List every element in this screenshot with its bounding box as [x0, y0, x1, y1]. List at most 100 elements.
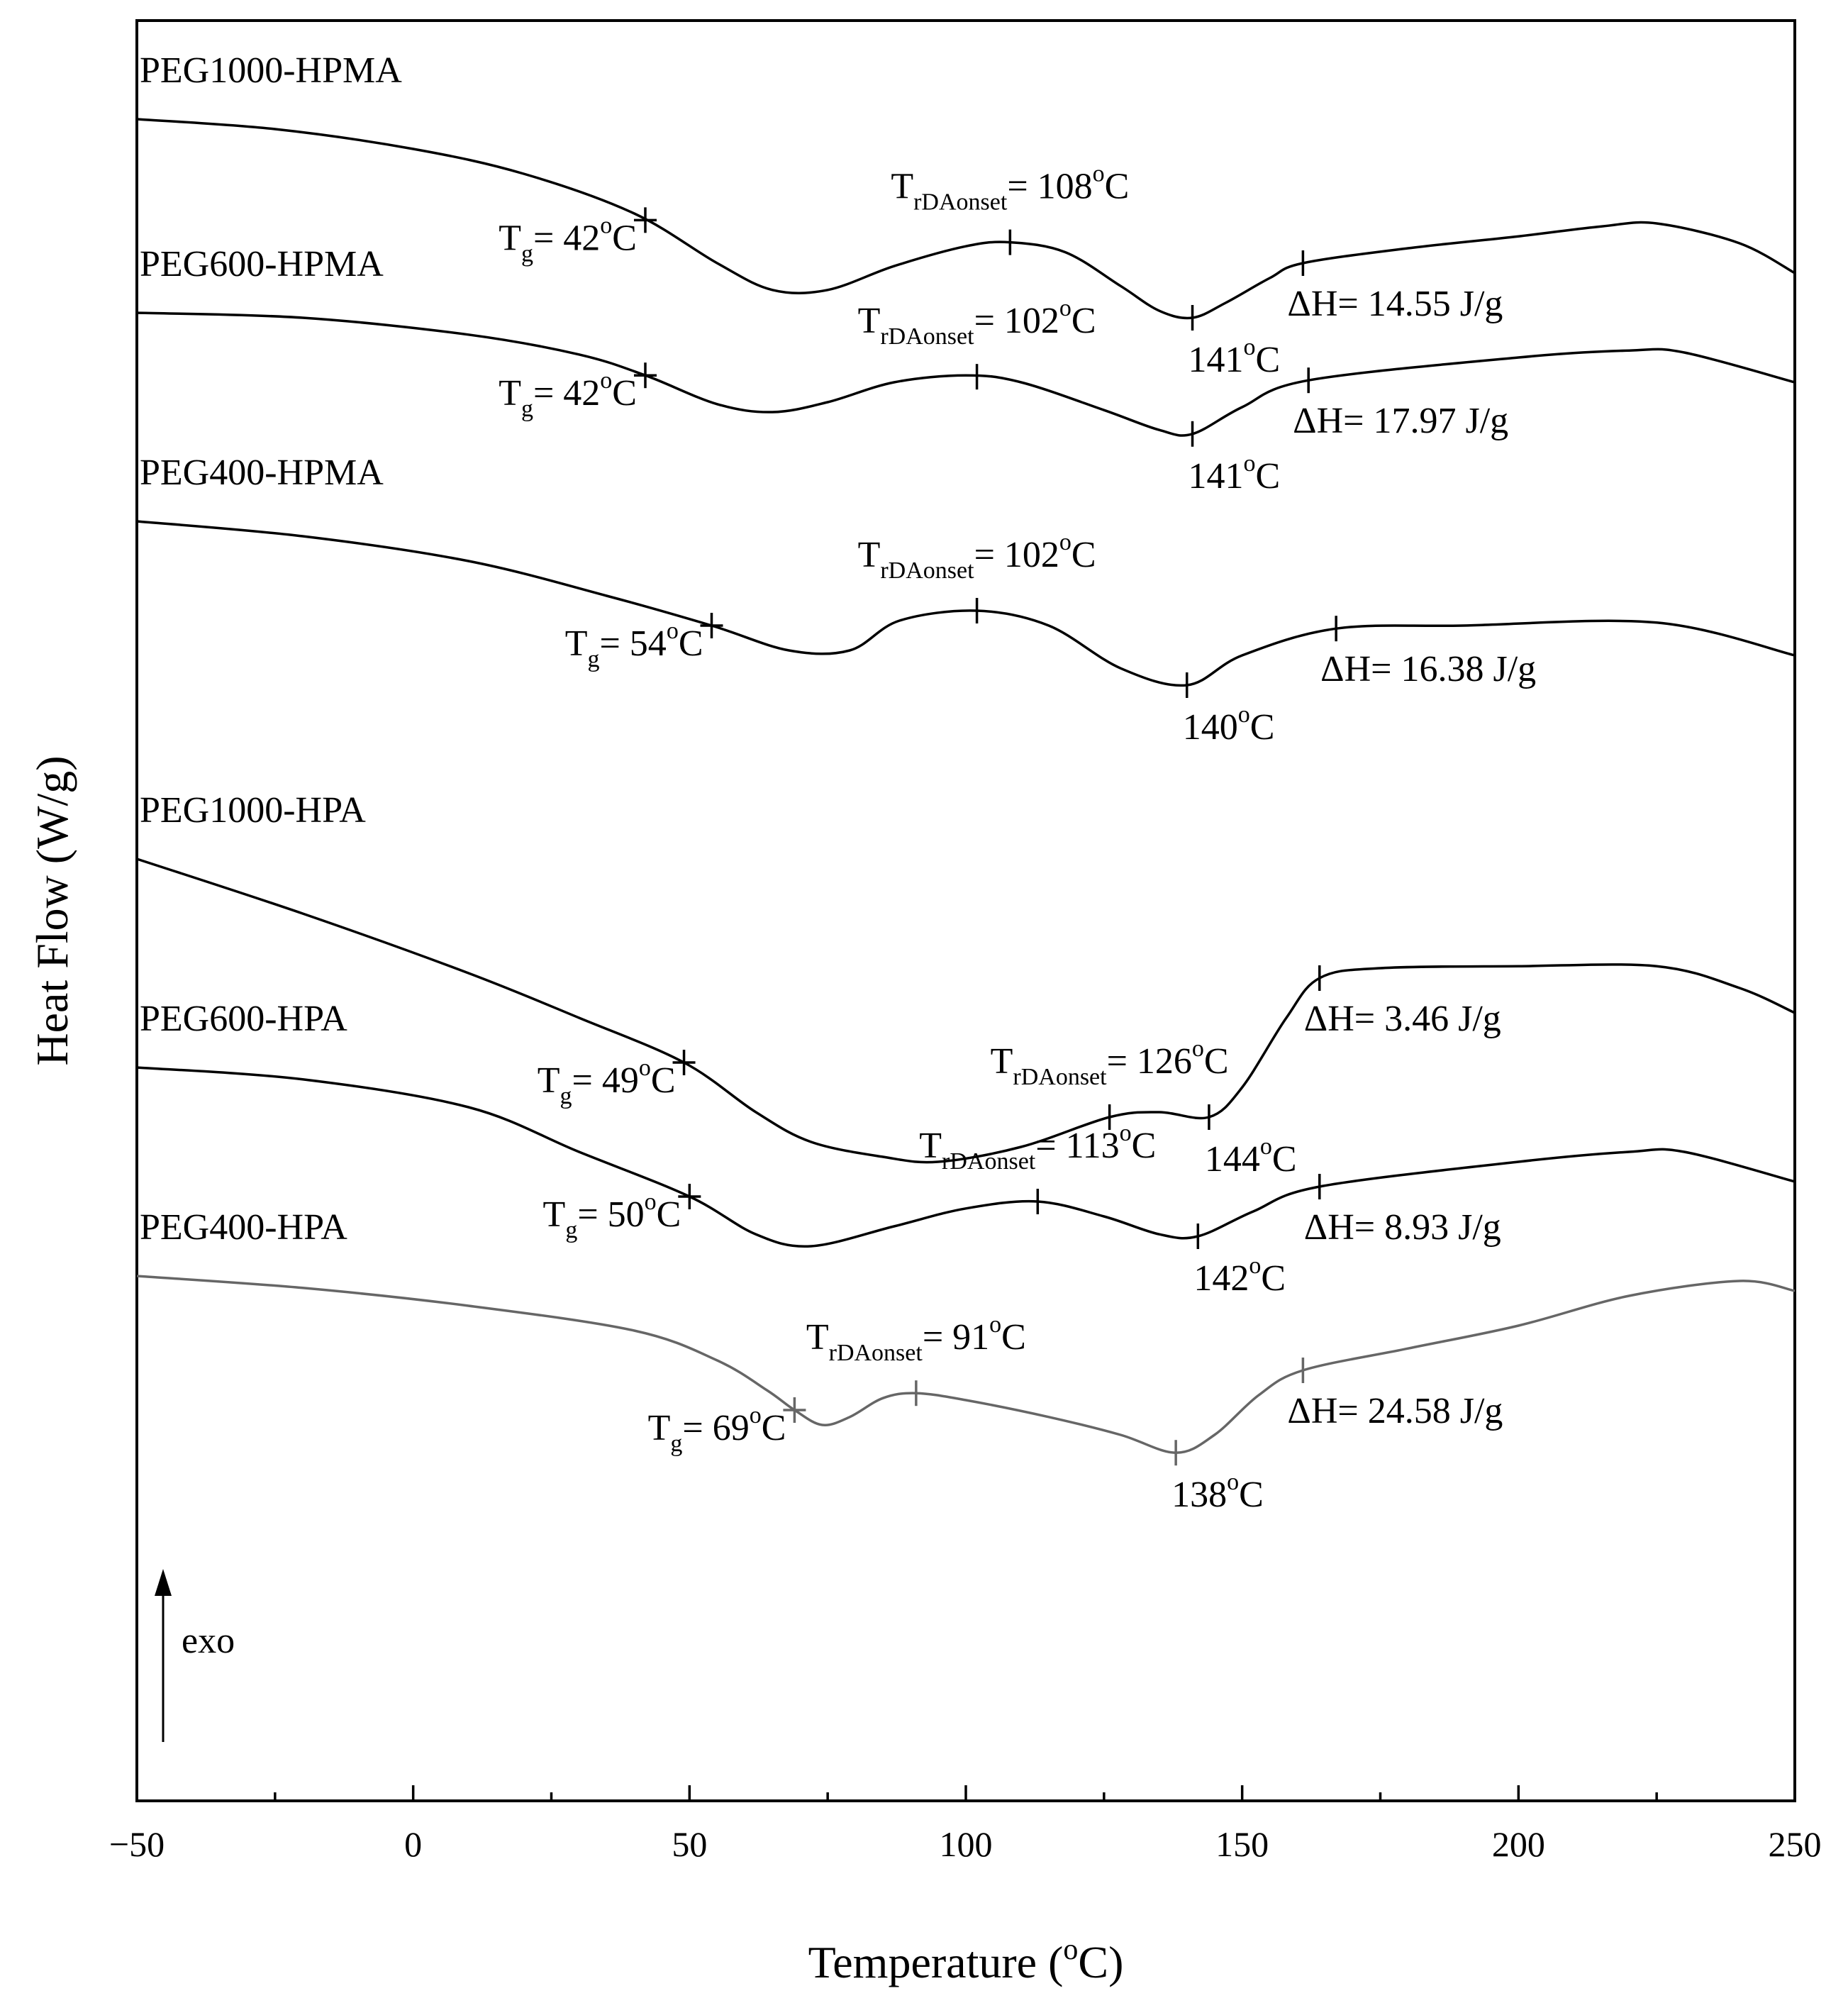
tg-label: Tg= 69oC [648, 1402, 786, 1457]
peak-value: 144 [1205, 1139, 1260, 1180]
onset-label: TrDAonset= 113oC [919, 1120, 1156, 1175]
x-tick-label: 50 [672, 1824, 707, 1864]
onset-value: = 126 [1107, 1041, 1192, 1082]
onset-label: TrDAonset= 102oC [858, 529, 1096, 584]
onset-label: TrDAonset= 126oC [991, 1036, 1229, 1090]
onset-subscript: rDAonset [829, 1340, 923, 1366]
tg-unit: C [762, 1408, 786, 1448]
y-axis-title: Heat Flow (W/g) [27, 755, 77, 1065]
series-label: PEG400-HPA [140, 1207, 347, 1248]
enthalpy-label: ΔH= 3.46 J/g [1304, 999, 1501, 1039]
onset-subscript: rDAonset [913, 189, 1008, 216]
degree-sup: o [1192, 1036, 1204, 1062]
peak-label: 140oC [1183, 701, 1275, 748]
curves-group [136, 118, 1796, 1454]
x-tick-label: 100 [940, 1824, 993, 1864]
x-tick-label: 250 [1769, 1824, 1822, 1864]
x-axis-title-main: Temperature ( [808, 1937, 1064, 1987]
tg-unit: C [612, 218, 637, 258]
peak-unit: C [1256, 340, 1281, 380]
peak-label: 138oC [1171, 1469, 1264, 1515]
onset-unit: C [1132, 1126, 1157, 1166]
peak-value: 138 [1171, 1475, 1227, 1515]
peak-label: 141oC [1189, 450, 1281, 496]
onset-unit: C [1105, 167, 1130, 207]
onset-symbol: T [806, 1317, 829, 1358]
tg-unit: C [679, 623, 703, 664]
exo-label: exo [182, 1621, 235, 1661]
onset-subscript: rDAonset [880, 323, 974, 350]
onset-symbol: T [858, 535, 881, 575]
x-axis-title: Temperature (oC) [808, 1933, 1124, 1987]
degree-sup: o [1238, 701, 1250, 728]
series-label: PEG600-HPA [140, 999, 347, 1039]
tg-subscript: g [560, 1083, 572, 1109]
degree-sup: o [1093, 161, 1105, 187]
onset-label: TrDAonset= 108oC [891, 161, 1129, 216]
peak-unit: C [1250, 707, 1275, 748]
tg-label: Tg= 42oC [499, 367, 637, 422]
tg-symbol: T [648, 1408, 671, 1448]
onset-symbol: T [991, 1041, 1013, 1082]
onset-subscript: rDAonset [1013, 1064, 1107, 1090]
x-tick-label: 200 [1492, 1824, 1545, 1864]
tg-label: Tg= 42oC [499, 212, 637, 267]
peak-value: 142 [1193, 1258, 1249, 1299]
tg-value: = 50 [577, 1194, 644, 1235]
series-label: PEG600-HPMA [140, 244, 384, 284]
onset-unit: C [1071, 535, 1096, 575]
exo-arrow-head [155, 1569, 172, 1596]
tg-label: Tg= 49oC [538, 1055, 676, 1109]
tg-subscript: g [565, 1217, 577, 1243]
degree-sup: o [1260, 1133, 1272, 1160]
x-tick-label: 150 [1215, 1824, 1269, 1864]
degree-sup: o [600, 367, 612, 394]
x-tick-label: 0 [404, 1824, 422, 1864]
degree-sup: o [667, 618, 679, 644]
plot-frame [135, 19, 1796, 1802]
tg-subscript: g [521, 240, 533, 267]
degree-sup: o [639, 1055, 651, 1081]
tg-label: Tg= 50oC [543, 1189, 681, 1243]
onset-symbol: T [891, 167, 913, 207]
series-label: PEG1000-HPMA [140, 50, 402, 91]
enthalpy-label: ΔH= 16.38 J/g [1320, 649, 1536, 689]
tg-subscript: g [670, 1431, 682, 1457]
degree-sup: o [600, 212, 612, 238]
peak-label: 142oC [1193, 1253, 1286, 1299]
peak-value: 141 [1189, 456, 1244, 496]
onset-unit: C [1071, 301, 1096, 341]
tg-value: = 49 [572, 1060, 639, 1101]
enthalpy-label: ΔH= 24.58 J/g [1287, 1391, 1503, 1431]
degree-sup: o [1059, 529, 1071, 555]
peak-label: 141oC [1189, 334, 1281, 380]
tg-symbol: T [565, 623, 588, 664]
tg-unit: C [657, 1194, 681, 1235]
degree-sup: o [1249, 1253, 1261, 1279]
peak-unit: C [1239, 1475, 1264, 1515]
curve-PEG1000-HPA [136, 858, 1796, 1164]
series-label: PEG1000-HPA [140, 790, 366, 831]
series-label: PEG400-HPMA [140, 453, 384, 493]
x-tick-label: −50 [109, 1824, 165, 1864]
tg-value: = 69 [682, 1408, 749, 1448]
curve-PEG400-HPA [136, 1275, 1796, 1454]
tg-subscript: g [521, 396, 533, 422]
onset-symbol: T [858, 301, 881, 341]
curve-PEG600-HPA [136, 1066, 1796, 1248]
onset-subscript: rDAonset [880, 557, 974, 584]
curve-PEG600-HPMA [136, 311, 1796, 437]
tg-symbol: T [538, 1060, 560, 1101]
onset-label: TrDAonset= 91oC [806, 1311, 1026, 1366]
x-axis-title-tail: C) [1078, 1937, 1123, 1987]
curve-PEG1000-HPMA [136, 118, 1796, 320]
exo-indicator: exo [155, 1569, 235, 1742]
degree-sup: o [1227, 1469, 1239, 1495]
tg-symbol: T [543, 1194, 566, 1235]
enthalpy-label: ΔH= 17.97 J/g [1293, 401, 1508, 441]
onset-subscript: rDAonset [942, 1148, 1036, 1175]
onset-symbol: T [919, 1126, 942, 1166]
x-axis: −50 0 50 100 150 200 250 [109, 1785, 1822, 1864]
